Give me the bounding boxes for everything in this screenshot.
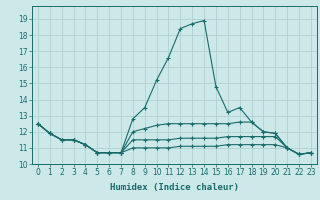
X-axis label: Humidex (Indice chaleur): Humidex (Indice chaleur) bbox=[110, 183, 239, 192]
